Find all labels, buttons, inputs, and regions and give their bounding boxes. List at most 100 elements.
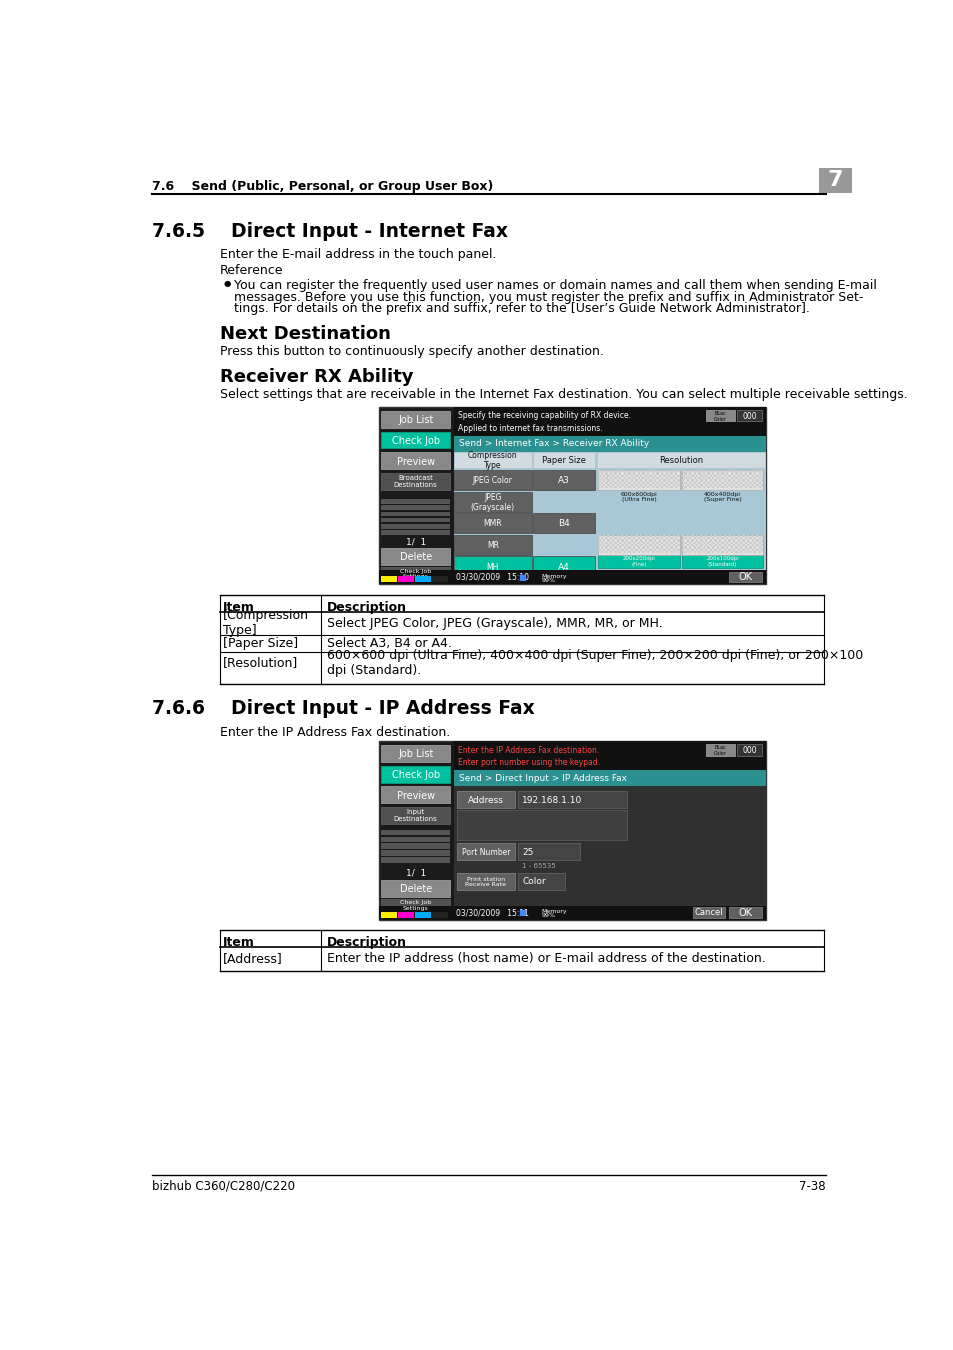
Bar [672,544,674,547]
Bar [598,548,599,551]
Bar [748,537,751,539]
Text: Paper Size: Paper Size [541,456,585,466]
Bar [681,470,762,490]
Bar [644,544,646,547]
Bar [702,486,704,489]
Bar [665,537,667,539]
Bar [381,850,450,856]
Bar [614,551,617,554]
Bar [704,544,707,547]
Bar [730,537,732,539]
Bar [665,477,667,479]
Bar [612,475,614,477]
Text: 000: 000 [741,745,756,755]
Bar [740,482,741,483]
Bar [677,535,679,537]
Bar [753,486,756,489]
Bar [735,472,737,475]
Bar [651,541,654,544]
Bar [454,741,765,771]
Text: [Compression
Type]: [Compression Type] [223,609,309,637]
Bar [704,483,707,486]
Bar [670,486,672,489]
Bar [649,479,651,482]
Text: 600x600dpi
(Ultra Fine): 600x600dpi (Ultra Fine) [619,491,657,502]
Bar [604,547,607,548]
Bar [760,479,762,482]
Bar [641,541,644,544]
Bar [660,541,662,544]
Text: BLac
Color: BLac Color [714,745,726,756]
Bar [693,547,695,548]
Bar [746,479,748,482]
Text: Enter the E-mail address in the touch panel.: Enter the E-mail address in the touch pa… [220,248,496,262]
Bar [635,539,637,541]
Bar [672,548,674,551]
Bar [730,472,732,475]
Bar [667,479,670,482]
Bar [641,482,644,483]
Text: Enter the IP address (host name) or E-mail address of the destination.: Enter the IP address (host name) or E-ma… [327,953,765,965]
Bar [598,535,599,537]
Bar [711,477,714,479]
Bar [691,479,693,482]
Bar [637,482,639,483]
Bar [741,470,744,472]
Bar [691,548,693,551]
Bar [609,482,612,483]
Bar [735,477,737,479]
Text: Press this button to continuously specify another destination.: Press this button to continuously specif… [220,346,603,358]
Bar [744,541,746,544]
Bar [623,551,625,554]
Bar [732,544,735,547]
Bar [723,479,725,482]
Bar [728,907,760,918]
Bar [656,547,658,548]
Bar [381,432,450,448]
Bar [674,477,677,479]
Bar [658,535,660,537]
Bar [707,537,709,539]
Bar [677,479,679,482]
Bar [533,470,595,490]
Bar [751,470,753,472]
Bar [760,548,762,551]
Bar [649,535,651,537]
Text: Item: Item [223,937,254,949]
Bar [381,880,450,896]
Bar [760,483,762,486]
Bar [644,475,646,477]
Bar [714,470,716,472]
Bar [709,475,711,477]
Bar [681,475,683,477]
Bar [693,482,695,483]
Bar [686,483,688,486]
Bar [628,551,630,554]
Bar [705,744,735,756]
Bar [748,472,751,475]
Bar [617,475,618,477]
Bar [609,547,612,548]
Bar [598,539,599,541]
Text: 000: 000 [741,412,756,421]
Bar [639,539,641,541]
Bar [381,745,450,761]
Bar [736,410,760,421]
Bar [735,547,737,548]
Bar [753,547,756,548]
Bar [604,482,607,483]
Text: Reference: Reference [220,263,283,277]
Bar [646,547,649,548]
Bar [598,483,599,486]
Bar [716,472,719,475]
Bar [625,539,628,541]
Bar [744,537,746,539]
Bar [614,477,617,479]
Bar [381,830,450,836]
Bar [760,539,762,541]
Bar [637,547,639,548]
Bar [756,475,758,477]
Bar [693,472,695,475]
Bar [658,539,660,541]
Bar [748,551,751,554]
